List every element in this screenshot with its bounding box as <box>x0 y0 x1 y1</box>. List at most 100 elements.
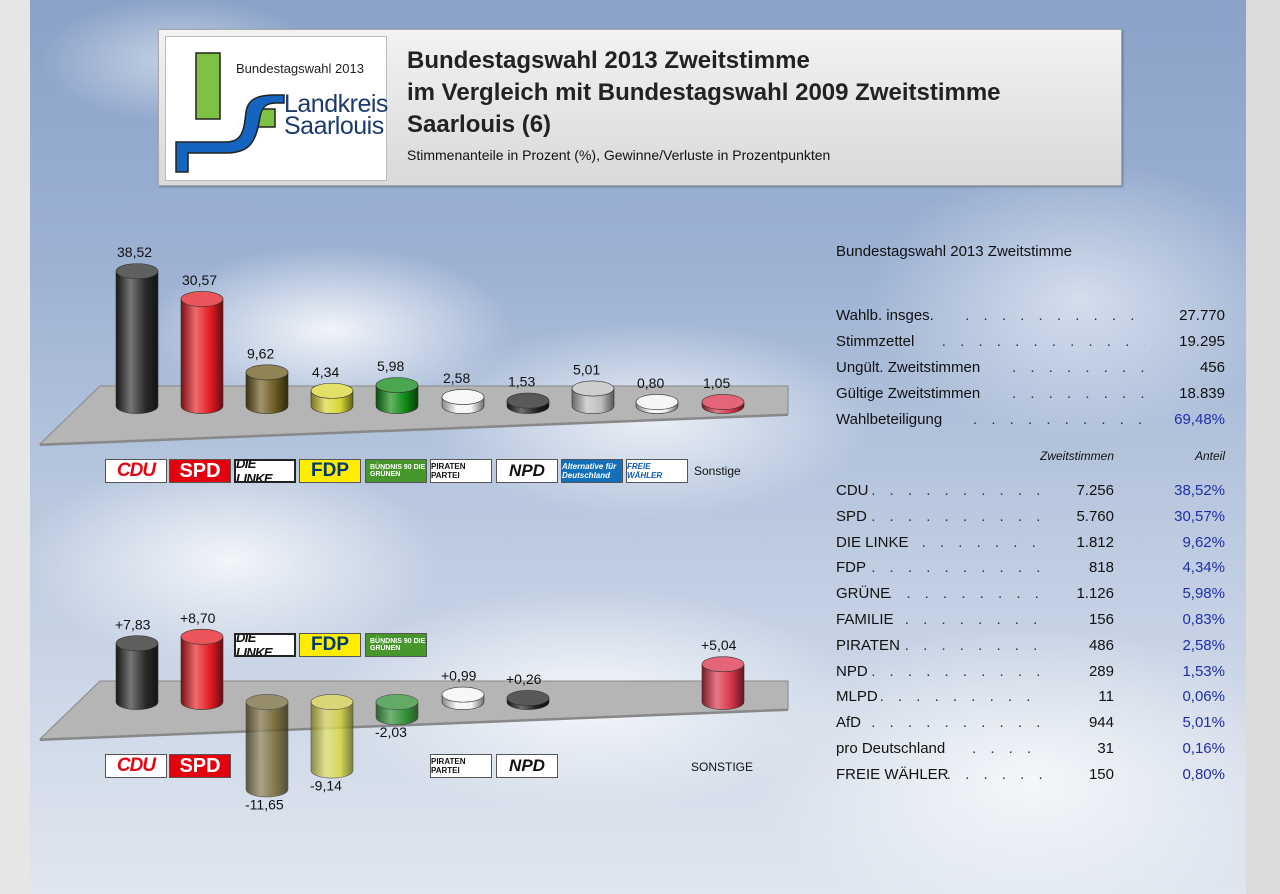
summary-label: Stimmzettel <box>836 333 915 350</box>
share-chart: 38,52 30,57 9,62 4,34 5,98 2,58 1,53 5,01 0,80 1,… <box>38 244 789 446</box>
share-value-label: 2,58 <box>443 370 470 386</box>
party-share: 0,06% <box>1182 688 1225 706</box>
change-bar-1 <box>180 628 224 710</box>
landkreis-logo: Bundestagswahl 2013 Landkreis Saarlouis <box>165 36 388 181</box>
party-logo-piraten: PIRATEN PARTEI <box>430 754 492 778</box>
share-value-label: 1,53 <box>508 374 535 390</box>
summary-label: Wahlb. insges. <box>836 307 934 324</box>
panel-title: Bundestagswahl 2013 Zweitstimme <box>836 243 1072 260</box>
party-logo-gruene: BÜNDNIS 90 DIE GRÜNEN <box>365 633 427 657</box>
title-line-2: im Vergleich mit Bundestagswahl 2009 Zwe… <box>407 79 1001 106</box>
party-share: 0,80% <box>1182 765 1225 783</box>
party-share: 0,83% <box>1182 611 1225 628</box>
party-name: CDU <box>836 482 869 499</box>
share-bar-8 <box>635 394 679 414</box>
party-votes: 289 <box>1088 662 1114 680</box>
party-share: 1,53% <box>1182 662 1225 680</box>
party-votes: 7.256 <box>1076 482 1114 499</box>
party-dots: . . . . . . . . . . . . <box>972 740 1045 757</box>
logo-name-line-1: Landkreis <box>284 90 388 118</box>
summary-label: Ungült. Zweitstimmen <box>836 359 981 376</box>
change-value-label: -9,14 <box>310 778 342 794</box>
party-logo-fdp: FDP <box>299 459 361 483</box>
party-dots: . . . . . . . . . . . . <box>904 611 1045 628</box>
party-name: SPD <box>836 507 867 525</box>
change-bar-5 <box>441 686 485 710</box>
share-bar-2 <box>245 364 289 414</box>
change-value-label: +5,04 <box>701 637 737 653</box>
party-logo-linke: DIE LINKE. <box>234 633 296 657</box>
party-dots: . . . . . . . . . . . . <box>888 585 1045 603</box>
title-line-3: Saarlouis (6) <box>407 111 552 138</box>
party-name: pro Deutschland <box>836 740 946 757</box>
party-dots: . . . . . . . . . . . . <box>871 714 1045 732</box>
party-logo-fdp: FDP <box>299 633 361 657</box>
summary-value: 27.770 <box>1179 307 1225 324</box>
party-votes: 944 <box>1088 714 1114 732</box>
subtitle: Stimmenanteile in Prozent (%), Gewinne/V… <box>407 147 831 163</box>
share-value-label: 0,80 <box>637 375 664 391</box>
summary-dots: . . . . . . . . . . . . . . <box>965 307 1145 324</box>
right-border <box>1246 0 1280 894</box>
change-bar-2 <box>245 694 289 798</box>
party-logo-cdu: CDU <box>105 459 167 483</box>
party-name: FREIE WÄHLER <box>836 765 949 783</box>
party-share: 5,01% <box>1182 714 1225 732</box>
party-name: FDP <box>836 559 866 577</box>
party-dots: . . . . . . . . . . . . <box>871 507 1045 525</box>
summary-dots: . . . . . . . . . . . . . . <box>973 411 1145 428</box>
column-header-share: Anteil <box>1194 449 1225 463</box>
change-value-label: +0,26 <box>506 671 542 687</box>
party-logo-cdu: CDU <box>105 754 167 778</box>
party-name: NPD <box>836 662 868 680</box>
party-dots: . . . . . . . . . . . . <box>871 662 1045 680</box>
party-dots: . . . . . . . . . . . . <box>904 636 1045 654</box>
party-votes: 156 <box>1088 611 1114 628</box>
other-label: SONSTIGE <box>691 760 754 774</box>
change-bar-7 <box>701 656 745 710</box>
party-name: FAMILIE <box>836 611 894 628</box>
party-logo-fw: FREIE WÄHLER <box>626 459 688 483</box>
party-votes: 1.126 <box>1076 585 1114 603</box>
share-chart-floor-edge <box>40 414 788 446</box>
change-bar-6 <box>506 690 550 710</box>
summary-value: 69,48% <box>1174 411 1225 428</box>
share-value-label: 1,05 <box>703 375 730 391</box>
party-share: 5,98% <box>1182 585 1225 603</box>
summary-label: Gültige Zweitstimmen <box>836 385 981 402</box>
party-logo-afd: Alternative für Deutschland <box>561 459 623 483</box>
share-value-label: 4,34 <box>312 364 339 380</box>
summary-dots: . . . . . . . . . . . . . . <box>941 333 1145 350</box>
change-value-label: +7,83 <box>115 616 151 632</box>
party-logo-linke: DIE LINKE. <box>234 459 296 483</box>
party-dots: . . . . . . . . . . . . <box>879 688 1045 706</box>
share-bar-5 <box>441 389 485 414</box>
summary-value: 456 <box>1199 359 1225 376</box>
change-chart-floor-edge <box>40 709 788 741</box>
column-header-votes: Zweitstimmen <box>1039 449 1114 463</box>
share-bar-7 <box>571 380 615 414</box>
party-share: 30,57% <box>1174 507 1225 525</box>
change-chart: +7,83 +8,70 -11,65 -9,14 -2,03 +0,99 +0,26 +5,0… <box>38 610 789 812</box>
change-value-label: +0,99 <box>441 668 477 684</box>
party-name: MLPD <box>836 688 878 706</box>
share-bar-4 <box>375 377 419 414</box>
party-votes: 11 <box>1098 688 1114 706</box>
party-name: GRÜNE <box>836 585 891 603</box>
share-value-label: 38,52 <box>117 244 152 260</box>
party-logo-npd: NPD <box>496 754 558 778</box>
change-value-label: +8,70 <box>180 610 216 626</box>
party-dots: . . . . . . . . . . . . <box>871 559 1045 577</box>
share-bar-3 <box>310 382 354 414</box>
share-value-label: 30,57 <box>182 272 217 288</box>
party-votes: 31 <box>1097 740 1114 757</box>
logo-caption: Bundestagswahl 2013 <box>236 61 364 76</box>
party-logo-piraten: PIRATEN PARTEI <box>430 459 492 483</box>
share-value-label: 9,62 <box>247 345 274 361</box>
party-share: 38,52% <box>1174 482 1225 499</box>
logo-name-line-2: Saarlouis <box>284 112 384 140</box>
change-bar-0 <box>115 635 159 710</box>
party-name: DIE LINKE <box>836 533 909 551</box>
landkreis-logo-graphic <box>175 52 285 173</box>
change-bar-4 <box>375 694 419 726</box>
